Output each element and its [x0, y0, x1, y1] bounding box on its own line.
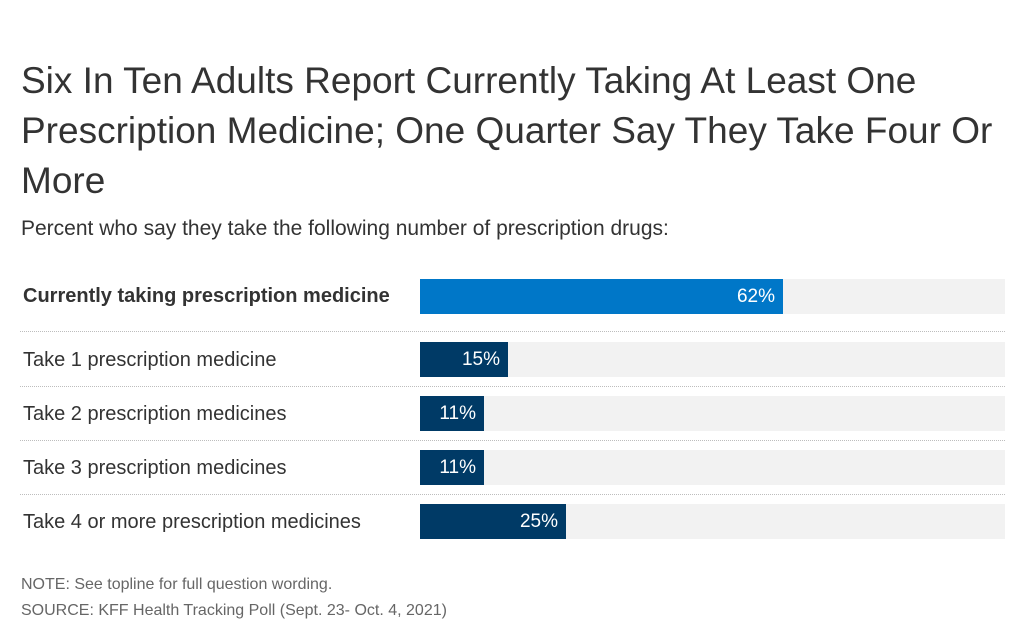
- bar: [420, 504, 566, 539]
- bar-value-label: 11%: [439, 402, 476, 424]
- bar-track: 11%: [420, 396, 1005, 431]
- category-label: Take 4 or more prescription medicines: [23, 511, 361, 533]
- chart-note: NOTE: See topline for full question word…: [21, 576, 333, 593]
- row-divider: [20, 331, 1005, 332]
- chart-source: SOURCE: KFF Health Tracking Poll (Sept. …: [21, 602, 447, 619]
- bar-value-label: 11%: [439, 456, 476, 478]
- category-label: Take 2 prescription medicines: [23, 403, 287, 425]
- category-label: Currently taking prescription medicine: [23, 285, 390, 307]
- bar: [420, 450, 484, 485]
- category-label: Take 1 prescription medicine: [23, 349, 277, 371]
- row-divider: [20, 386, 1005, 387]
- chart-title: Six In Ten Adults Report Currently Takin…: [21, 60, 993, 201]
- bar-track: 62%: [420, 279, 1005, 314]
- row-divider: [20, 494, 1005, 495]
- bar-value-label: 25%: [519, 510, 558, 532]
- bar-value-label: 62%: [736, 285, 775, 307]
- bar-track: 11%: [420, 450, 1005, 485]
- bar-value-label: 15%: [461, 348, 500, 370]
- chart-subtitle: Percent who say they take the following …: [21, 217, 669, 240]
- bar: [420, 279, 783, 314]
- category-label: Take 3 prescription medicines: [23, 457, 287, 479]
- bar-track: 25%: [420, 504, 1005, 539]
- bar: [420, 342, 508, 377]
- row-divider: [20, 440, 1005, 441]
- bar-track: 15%: [420, 342, 1005, 377]
- bar: [420, 396, 484, 431]
